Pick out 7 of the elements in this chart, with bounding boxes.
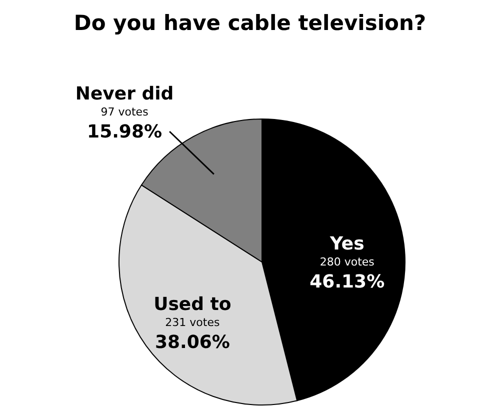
slice-label: Never did — [75, 84, 174, 105]
data-label: 231 votes 38.06% — [154, 316, 230, 354]
data-label: 97 votes 15.98% — [87, 106, 162, 143]
slice-label: Used to — [154, 294, 232, 316]
slice-label: Yes — [328, 233, 364, 254]
data-label: 280 votes 46.13% — [310, 255, 385, 292]
chart-title: Do you have cable television? — [74, 11, 426, 35]
